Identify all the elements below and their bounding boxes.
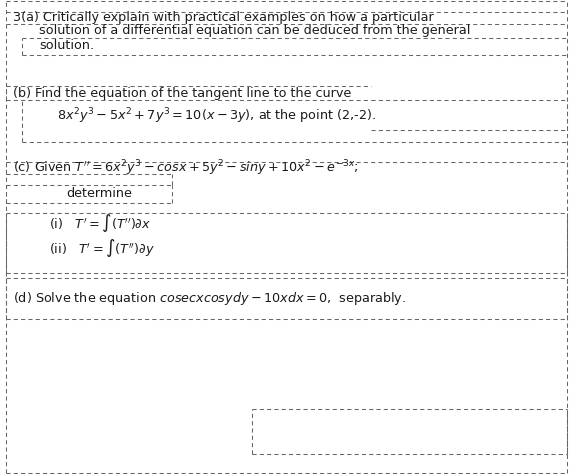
Text: determine: determine: [66, 187, 132, 200]
Text: solution.: solution.: [39, 39, 94, 53]
Text: $8x^2y^3 - 5x^2 + 7y^3 = 10(x - 3y)$, at the point (2,-2).: $8x^2y^3 - 5x^2 + 7y^3 = 10(x - 3y)$, at…: [57, 106, 376, 126]
Text: (b) Find the equation of the tangent line to the curve: (b) Find the equation of the tangent lin…: [13, 87, 351, 100]
Text: solution of a differential equation can be deduced from the general: solution of a differential equation can …: [39, 24, 470, 37]
Text: (c) Given $T'' = 6x^2y^3 - cosx + 5y^2 - siny + 10x^2 - e^{-3x}$;: (c) Given $T'' = 6x^2y^3 - cosx + 5y^2 -…: [13, 158, 358, 178]
Text: (d) Solve the equation $\mathit{cosecxcosy}dy - 10xdx = 0$,  separably.: (d) Solve the equation $\mathit{cosecxco…: [13, 290, 406, 307]
Text: 3(a) Critically explain with practical examples on how a particular: 3(a) Critically explain with practical e…: [13, 11, 433, 24]
Text: (ii)   $T' = \int(T'')\partial y$: (ii) $T' = \int(T'')\partial y$: [49, 237, 155, 259]
Text: (i)   $T' = \int(T'')\partial x$: (i) $T' = \int(T'')\partial x$: [49, 212, 151, 234]
